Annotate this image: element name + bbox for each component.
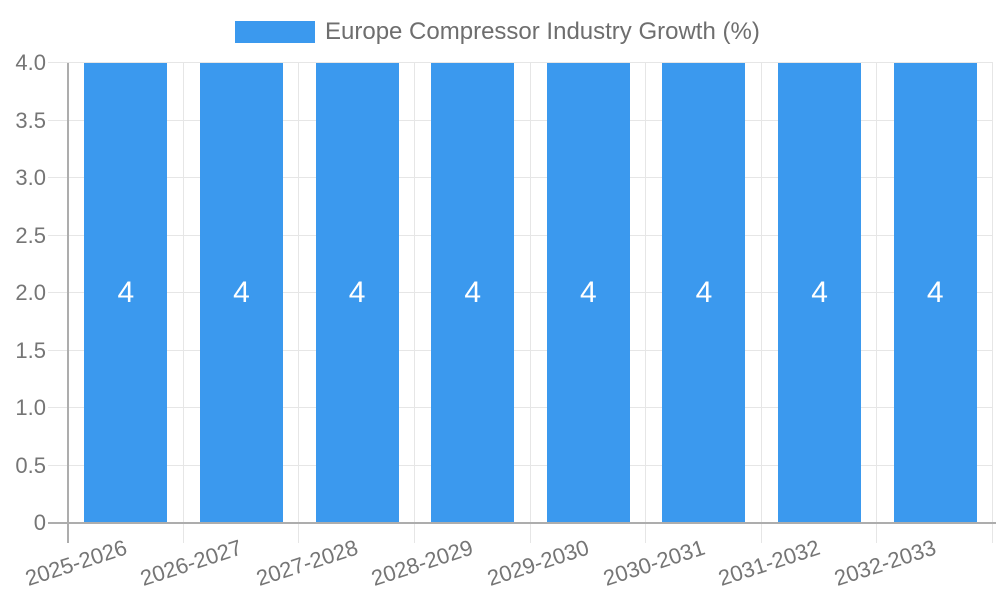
y-axis-label: 2.0 xyxy=(15,280,46,305)
y-gridline xyxy=(48,464,993,466)
bar[interactable]: 4 xyxy=(84,63,168,523)
x-axis-label: 2025-2026 xyxy=(21,534,130,591)
bar-value-label: 4 xyxy=(926,276,944,309)
y-gridline xyxy=(48,234,993,236)
x-axis-label: 2029-2030 xyxy=(484,534,593,591)
bar[interactable]: 4 xyxy=(893,63,977,523)
bar[interactable]: 4 xyxy=(199,63,283,523)
x-gridline xyxy=(182,63,184,543)
y-axis-label: 0.5 xyxy=(15,452,46,478)
y-gridline xyxy=(48,407,993,408)
y-axis-label: 4.0 xyxy=(15,50,46,75)
x-axis-label: 2030-2031 xyxy=(599,534,708,591)
y-gridline xyxy=(48,292,993,293)
x-gridline xyxy=(760,63,762,543)
bar-value-label: 4 xyxy=(233,276,250,309)
x-axis-label: 2028-2029 xyxy=(368,534,477,591)
x-axis-label: 2027-2028 xyxy=(252,534,361,591)
bar[interactable]: 4 xyxy=(546,63,630,523)
y-axis-label: 0 xyxy=(33,510,46,535)
bar[interactable]: 4 xyxy=(662,63,746,523)
x-axis-label: 2026-2027 xyxy=(137,534,246,591)
x-gridline xyxy=(645,63,647,543)
legend[interactable]: Europe Compressor Industry Growth (%) xyxy=(235,18,760,46)
y-axis-label: 3.5 xyxy=(15,107,46,133)
y-axis-label: 1.5 xyxy=(15,337,46,363)
bar[interactable]: 4 xyxy=(315,63,399,523)
x-axis-label: 2032-2033 xyxy=(831,534,939,591)
bar-value-label: 4 xyxy=(811,276,828,309)
legend-swatch xyxy=(235,21,315,43)
legend-label: Europe Compressor Industry Growth (%) xyxy=(325,18,760,45)
bar[interactable]: 4 xyxy=(431,63,515,523)
x-gridline xyxy=(992,63,993,543)
x-axis-line xyxy=(48,522,996,524)
bar[interactable]: 4 xyxy=(778,63,862,523)
x-gridline xyxy=(876,63,878,543)
x-gridline xyxy=(298,63,300,543)
y-gridline xyxy=(48,177,993,178)
y-gridline xyxy=(48,119,993,121)
bar-value-label: 4 xyxy=(117,276,135,309)
y-axis-line xyxy=(67,63,69,543)
bar-value-label: 4 xyxy=(348,276,366,309)
x-axis-label: 2031-2032 xyxy=(715,534,824,591)
y-gridline xyxy=(48,349,993,351)
bar-value-label: 4 xyxy=(579,276,597,309)
bar-value-label: 4 xyxy=(695,276,713,309)
y-axis-label: 3.0 xyxy=(15,165,46,190)
y-gridline xyxy=(48,62,993,63)
x-gridline xyxy=(529,63,531,543)
y-axis-label: 1.0 xyxy=(15,395,46,420)
bar-value-label: 4 xyxy=(464,276,482,309)
y-axis-label: 2.5 xyxy=(15,222,46,248)
x-gridline xyxy=(413,63,415,543)
